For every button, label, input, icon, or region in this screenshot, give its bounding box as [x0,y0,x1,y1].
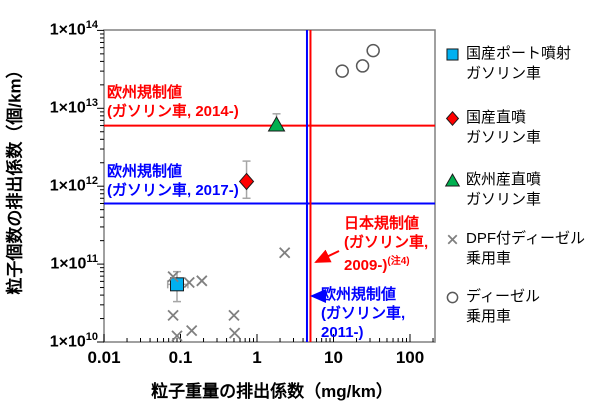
y-tick-label: 1×1013 [49,97,98,117]
marker-cross [279,247,291,259]
legend-item-square: 国産ポート噴射 ガソリン車 [444,44,571,84]
plot-border [103,29,436,343]
marker-cross [228,327,241,339]
eu-2014-label: 欧州規制値 (ガソリン車, 2014-) [107,83,239,121]
annotation-line: 欧州規制値 [107,163,183,180]
marker-triangle [444,173,461,187]
legend-label: DPF付ディーゼル 乗用車 [466,229,585,269]
marker-cross [171,330,183,342]
legend-cross-icon [447,234,458,245]
y-tick-label: 1×1011 [50,253,98,273]
legend-label-line: ガソリン車 [466,65,542,82]
legend-label: 国産ポート噴射 ガソリン車 [466,44,571,84]
legend-label-line: 欧州産直噴 [466,171,542,188]
legend-label: 国産直噴 ガソリン車 [466,108,541,148]
annotation-line: (ガソリン車, [321,305,406,322]
annotation-line: 日本規制値 [344,215,420,232]
annotation-line: 欧州規制値 [321,286,397,303]
marker-diamond [238,172,255,191]
legend-label: ディーゼル 乗用車 [466,287,540,327]
series-port-injection-gasoline [169,277,184,292]
legend-item-triangle: 欧州産直噴ガソリン車 [444,170,541,210]
legend-square-icon [446,48,459,61]
legend-label-line: ガソリン車 [466,129,542,146]
y-tick-label: 1×1014 [49,19,98,39]
legend-label-line: 乗用車 [466,308,512,325]
marker-circle [335,64,349,78]
legend-label-line: DPF付ディーゼル [466,230,585,247]
legend-item-diamond: 国産直噴 ガソリン車 [444,108,541,148]
annotation-line: (ガソリン車, 2014-) [107,103,239,120]
legend-item-cross: DPF付ディーゼル 乗用車 [444,229,585,269]
x-axis-title: 粒子重量の排出係数（mg/km） [151,382,393,401]
annotation-note-superscript: (注4) [387,256,410,267]
marker-diamond [445,110,460,127]
annotation-line: 2009-)(注4) [344,256,410,274]
series-direct-injection-gasoline [238,172,255,191]
legend-label: 欧州産直噴ガソリン車 [466,170,541,210]
marker-cross [447,234,458,245]
marker-circle [366,43,380,58]
marker-cross [167,271,179,283]
legend-label-line: 乗用車 [466,250,512,267]
marker-cross [167,309,179,321]
legend-label-line: 国産直噴 [466,109,527,126]
marker-square [446,48,459,61]
annotation-line: (ガソリン車, 2017-) [107,182,239,199]
annotation-line: 欧州規制値 [107,84,183,101]
legend-label-line: ガソリン車 [466,191,542,208]
arrow-japan-2009 [314,249,340,263]
eu-2011-label: 欧州規制値 (ガソリン車, 2011-) [321,285,405,342]
marker-cross [228,309,240,321]
legend-circle-icon [446,291,459,304]
series-euro-direct-injection-gasoline [267,115,286,132]
marker-cross [196,275,208,287]
x-tick-label: 1 [252,348,262,367]
x-tick-label: 10 [324,348,343,367]
y-tick-label: 1×1012 [49,175,98,195]
x-tick-label: 100 [395,348,425,367]
marker-cross [183,276,195,289]
x-tick-label: 0.01 [87,348,121,367]
marker-cross [186,324,198,337]
series-dpf-diesel [167,247,291,342]
marker-square [169,277,184,292]
eu-2017-label: 欧州規制値 (ガソリン車, 2017-) [107,162,239,200]
legend-diamond-icon [445,110,460,127]
annotation-line: (ガソリン車, [344,234,429,251]
marker-triangle [267,115,286,132]
japan-2009-label: 日本規制値 (ガソリン車, 2009-)(注4) [344,214,428,275]
annotation-line: 2011-) [321,324,364,341]
marker-circle [355,59,370,73]
x-tick-label: 0.1 [168,348,193,367]
y-tick-label: 1×1010 [49,331,98,351]
marker-circle [446,291,459,304]
legend-label-line: 国産ポート噴射 [466,45,572,62]
legend-triangle-icon [444,173,461,187]
legend-label-line: ディーゼル [466,288,540,305]
series-diesel [335,43,380,78]
legend-item-circle: ディーゼル 乗用車 [444,287,540,327]
